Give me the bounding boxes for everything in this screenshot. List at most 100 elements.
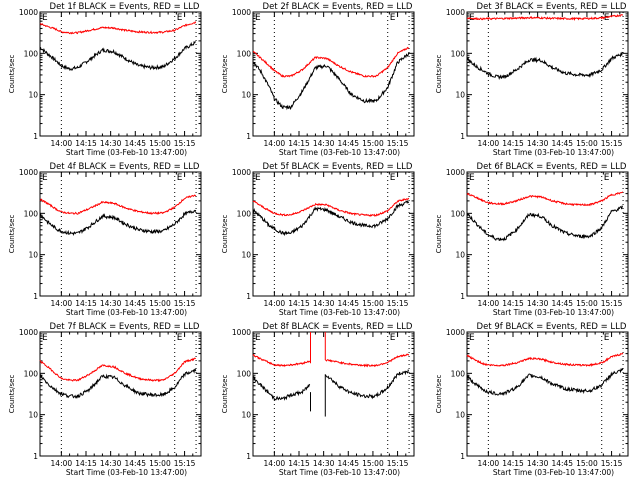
x-tick-label: 15:00 bbox=[149, 459, 171, 468]
y-axis-label: Counts/sec bbox=[435, 55, 443, 94]
x-axis-label: Start Time (03-Feb-10 13:47:00) bbox=[279, 468, 400, 477]
y-tick-label: 1000 bbox=[446, 328, 465, 337]
event-marker-label: E bbox=[177, 333, 183, 343]
event-marker-label: E bbox=[42, 173, 48, 183]
y-axis-label: Counts/sec bbox=[435, 215, 443, 254]
x-tick-label: 14:30 bbox=[313, 139, 335, 148]
x-tick-label: 15:15 bbox=[601, 139, 623, 148]
y-tick-label: 100 bbox=[24, 209, 39, 218]
plot-frame bbox=[252, 11, 415, 137]
y-tick-label: 1000 bbox=[232, 328, 251, 337]
x-tick-label: 14:30 bbox=[100, 139, 122, 148]
y-axis-label: Counts/sec bbox=[221, 215, 229, 254]
x-tick-label: 14:45 bbox=[551, 459, 573, 468]
plot-frame bbox=[252, 171, 415, 297]
x-tick-label: 14:15 bbox=[75, 139, 97, 148]
plot-frame bbox=[39, 331, 202, 457]
x-axis-label: Start Time (03-Feb-10 13:47:00) bbox=[66, 308, 187, 317]
x-tick-label: 15:15 bbox=[174, 459, 196, 468]
x-tick-label: 15:15 bbox=[601, 459, 623, 468]
x-tick-label: 14:45 bbox=[124, 299, 146, 308]
y-tick-label: 1 bbox=[460, 452, 465, 461]
y-tick-label: 1 bbox=[33, 452, 38, 461]
y-tick-label: 10 bbox=[28, 411, 38, 420]
y-axis-label: Counts/sec bbox=[8, 55, 16, 94]
plot-frame bbox=[39, 171, 202, 297]
x-tick-label: 15:00 bbox=[576, 459, 598, 468]
panel-9: Det 9f BLACK = Events, RED = LLD 1 10 100 10… bbox=[435, 322, 629, 477]
x-tick-label: 14:15 bbox=[288, 139, 310, 148]
event-marker-label: E bbox=[177, 13, 183, 23]
x-tick-label: 15:15 bbox=[174, 139, 196, 148]
panel-title: Det 5f BLACK = Events, RED = LLD bbox=[263, 162, 413, 172]
x-tick-label: 14:00 bbox=[51, 139, 73, 148]
y-tick-label: 1000 bbox=[19, 328, 38, 337]
y-axis-label: Counts/sec bbox=[435, 375, 443, 414]
series-lld-line bbox=[466, 352, 624, 368]
y-tick-label: 1000 bbox=[446, 8, 465, 17]
y-axis-label: Counts/sec bbox=[8, 215, 16, 254]
x-tick-label: 14:45 bbox=[337, 459, 359, 468]
x-tick-label: 15:00 bbox=[576, 139, 598, 148]
event-marker-label: E bbox=[604, 173, 610, 183]
series-events-line bbox=[252, 200, 410, 237]
panel-title: Det 1f BLACK = Events, RED = LLD bbox=[50, 2, 200, 12]
y-tick-label: 10 bbox=[28, 91, 38, 100]
panel-7: Det 7f BLACK = Events, RED = LLD 1 10 100 10… bbox=[8, 322, 202, 477]
y-tick-label: 100 bbox=[237, 49, 252, 58]
panel-title: Det 4f BLACK = Events, RED = LLD bbox=[50, 162, 200, 172]
y-tick-label: 1000 bbox=[232, 8, 251, 17]
x-tick-label: 15:00 bbox=[362, 139, 384, 148]
panel-title: Det 2f BLACK = Events, RED = LLD bbox=[263, 2, 413, 12]
y-tick-label: 1 bbox=[33, 292, 38, 301]
series-lld-line bbox=[39, 21, 197, 35]
x-tick-label: 14:45 bbox=[124, 139, 146, 148]
y-tick-label: 100 bbox=[451, 369, 466, 378]
x-tick-label: 15:15 bbox=[174, 299, 196, 308]
x-tick-label: 15:15 bbox=[387, 299, 409, 308]
plot-frame bbox=[466, 171, 629, 297]
x-tick-label: 14:45 bbox=[551, 299, 573, 308]
x-tick-label: 14:30 bbox=[527, 459, 549, 468]
y-axis-label: Counts/sec bbox=[221, 375, 229, 414]
panel-2: Det 2f BLACK = Events, RED = LLD 1 10 100 10… bbox=[221, 2, 415, 157]
y-tick-label: 100 bbox=[237, 369, 252, 378]
plot-frame bbox=[466, 331, 629, 457]
x-tick-label: 14:00 bbox=[51, 459, 73, 468]
y-tick-label: 1000 bbox=[446, 168, 465, 177]
y-tick-label: 10 bbox=[455, 251, 465, 260]
y-tick-label: 10 bbox=[455, 91, 465, 100]
panel-1: Det 1f BLACK = Events, RED = LLD 1 10 100 10… bbox=[8, 2, 202, 157]
x-tick-label: 15:00 bbox=[149, 299, 171, 308]
event-marker-label: E bbox=[42, 13, 48, 23]
y-tick-label: 100 bbox=[237, 209, 252, 218]
y-tick-label: 10 bbox=[241, 91, 251, 100]
series-lld-line bbox=[252, 353, 410, 368]
x-tick-label: 14:45 bbox=[337, 139, 359, 148]
panel-title: Det 9f BLACK = Events, RED = LLD bbox=[477, 322, 627, 332]
x-axis-label: Start Time (03-Feb-10 13:47:00) bbox=[279, 308, 400, 317]
y-axis-label: Counts/sec bbox=[8, 375, 16, 414]
x-tick-label: 14:15 bbox=[288, 459, 310, 468]
x-tick-label: 15:00 bbox=[362, 459, 384, 468]
x-axis-label: Start Time (03-Feb-10 13:47:00) bbox=[493, 468, 614, 477]
y-tick-label: 100 bbox=[451, 209, 466, 218]
series-lld-line bbox=[252, 197, 410, 217]
event-marker-label: E bbox=[390, 13, 396, 23]
x-tick-label: 15:15 bbox=[601, 299, 623, 308]
series-events-line bbox=[39, 368, 197, 400]
event-marker-label: E bbox=[255, 333, 261, 343]
series-events-line bbox=[466, 51, 624, 80]
y-tick-label: 1 bbox=[460, 292, 465, 301]
y-tick-label: 1 bbox=[246, 452, 251, 461]
event-marker-label: E bbox=[390, 333, 396, 343]
x-tick-label: 14:30 bbox=[100, 459, 122, 468]
x-tick-label: 15:15 bbox=[387, 459, 409, 468]
panel-title: Det 8f BLACK = Events, RED = LLD bbox=[263, 322, 413, 332]
series-lld-line bbox=[466, 13, 624, 21]
y-tick-label: 10 bbox=[241, 411, 251, 420]
x-axis-label: Start Time (03-Feb-10 13:47:00) bbox=[493, 148, 614, 157]
y-tick-label: 1 bbox=[33, 132, 38, 141]
y-tick-label: 100 bbox=[24, 369, 39, 378]
x-tick-label: 14:15 bbox=[502, 139, 524, 148]
